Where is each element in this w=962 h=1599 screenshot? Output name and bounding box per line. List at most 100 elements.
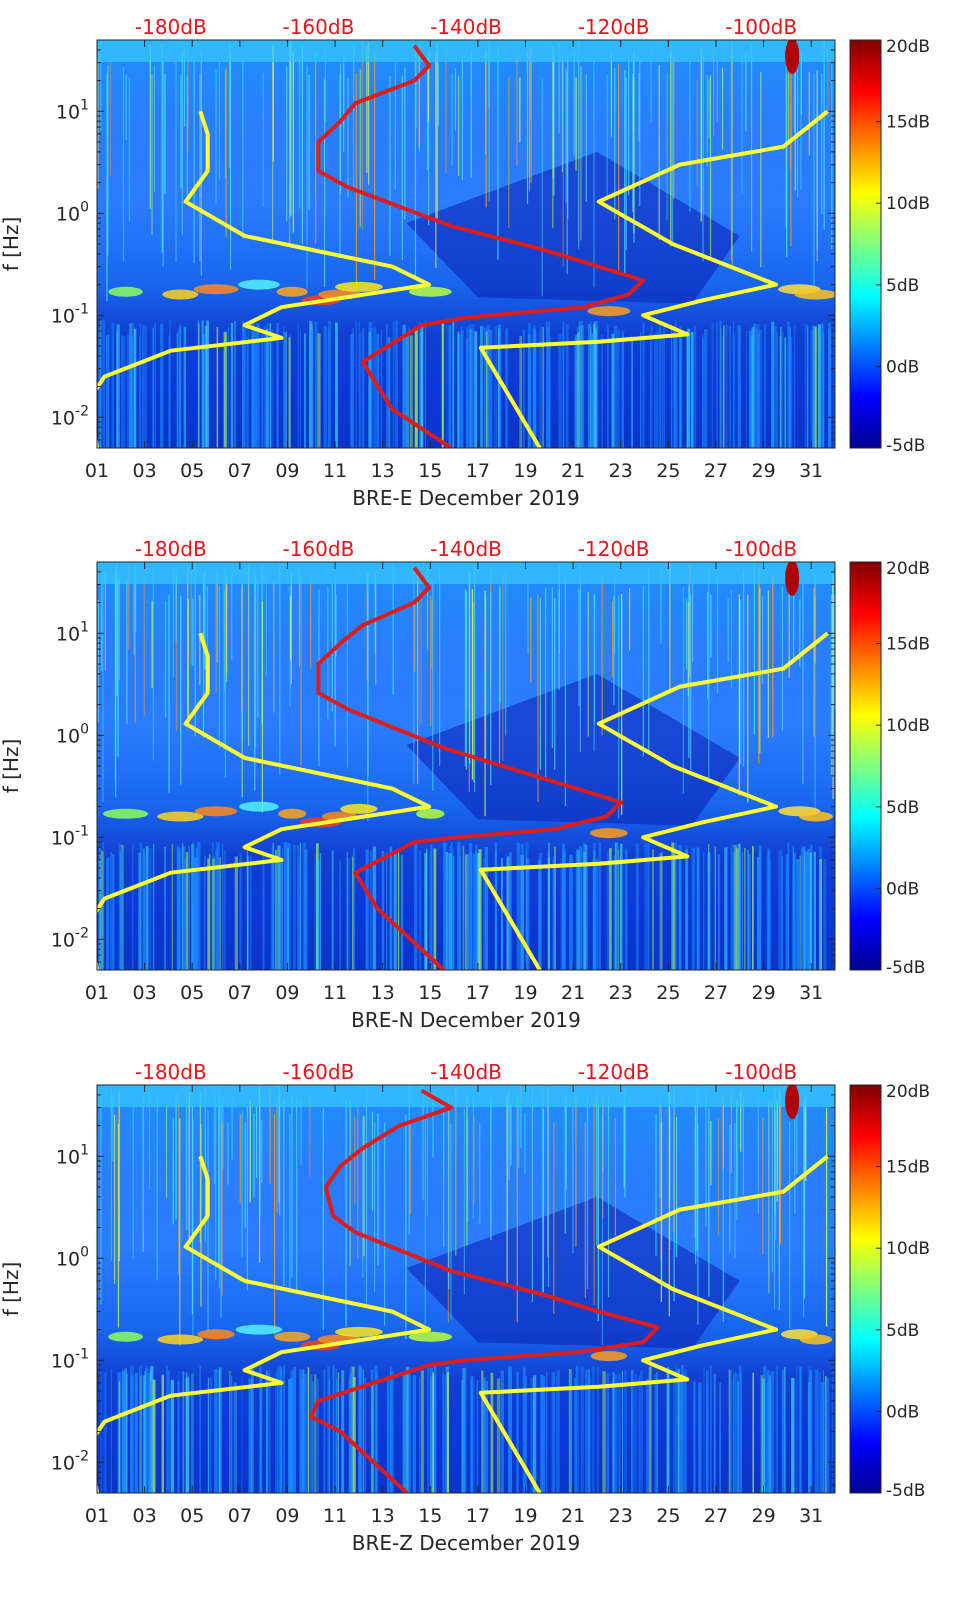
- spectrogram-stripe: [246, 336, 249, 448]
- spectrogram-stripe: [532, 332, 536, 448]
- x-tick-label: 05: [180, 982, 204, 1004]
- spectrogram-streak: [223, 589, 226, 692]
- spectrogram-streak: [143, 578, 145, 716]
- spectrogram-stripe: [569, 854, 573, 970]
- x-tick-label: 31: [799, 982, 823, 1004]
- spectrogram-streak: [420, 589, 422, 725]
- spectrogram-stripe: [448, 325, 452, 448]
- spectrogram-streak: [716, 61, 718, 122]
- spectrogram-streak: [730, 589, 733, 689]
- microseism-blob: [334, 1326, 383, 1337]
- spectrogram-streak: [830, 594, 833, 777]
- spectrogram-stripe: [808, 1376, 811, 1493]
- spectrogram-streak: [545, 587, 547, 779]
- spectrogram-stripe: [118, 1381, 121, 1493]
- spectrogram-streak: [401, 75, 403, 261]
- spectrogram-streak: [128, 77, 131, 222]
- spectrogram-stripe: [481, 1377, 484, 1493]
- spectrogram-streak: [432, 1094, 434, 1158]
- spectrogram-stripe: [99, 849, 102, 970]
- spectrogram-streak: [625, 78, 627, 251]
- spectrogram-stripe: [819, 859, 823, 970]
- spectrogram-streak: [710, 1120, 712, 1186]
- spectrogram-stripe: [392, 320, 395, 448]
- spectrogram-stripe: [327, 1366, 330, 1493]
- spectrogram-stripe: [817, 324, 821, 448]
- spectrogram-streak: [794, 1119, 796, 1214]
- spectrogram-stripe: [673, 330, 676, 448]
- spectrogram-stripe: [199, 1366, 201, 1493]
- top-db-label: -100dB: [725, 537, 797, 561]
- spectrogram-stripe: [752, 846, 754, 970]
- spectrogram-stripe: [299, 329, 302, 448]
- colorbar-label: 15dB: [886, 1158, 930, 1178]
- spectrogram-stripe: [582, 851, 585, 970]
- spectrogram-stripe: [768, 859, 771, 970]
- spectrogram-streak: [796, 44, 799, 198]
- spectrogram-stripe: [667, 1369, 670, 1493]
- spectrogram-stripe: [469, 843, 473, 970]
- spectrogram-streak: [793, 570, 795, 662]
- spectrogram-streak: [418, 44, 421, 152]
- spectrogram-stripe: [365, 848, 369, 970]
- spectrogram-stripe: [620, 844, 622, 970]
- spectrogram-streak: [712, 43, 715, 136]
- spectrogram-stripe: [452, 320, 455, 448]
- spectrogram-stripe: [145, 1367, 148, 1493]
- spectrogram-streak: [666, 72, 668, 221]
- spectrogram-stripe: [270, 854, 274, 970]
- spectrogram-stripe: [145, 1365, 148, 1493]
- microseism-blob: [157, 1334, 204, 1345]
- spectrogram-stripe: [170, 1379, 174, 1493]
- spectrogram-streak: [156, 1092, 158, 1281]
- x-tick-label: 09: [275, 982, 299, 1004]
- spectrogram-streak: [688, 584, 690, 758]
- spectrogram-image: [97, 562, 835, 970]
- spectrogram-streak: [648, 567, 650, 754]
- spectrogram-streak: [706, 74, 708, 167]
- spectrogram-streak: [747, 594, 749, 803]
- spectrogram-streak: [601, 576, 603, 736]
- spectrogram-streak: [508, 1089, 510, 1181]
- spectrogram-stripe: [249, 1379, 253, 1493]
- spectrogram-stripe: [613, 855, 616, 970]
- spectrogram-stripe: [802, 846, 806, 970]
- spectrogram-stripe: [500, 857, 503, 970]
- spectrogram-streak: [642, 585, 644, 757]
- spectrogram-stripe: [418, 850, 422, 970]
- spectrogram-streak: [134, 582, 136, 724]
- spectrogram-stripe: [761, 1378, 765, 1493]
- spectrogram-streak: [100, 1095, 102, 1305]
- spectrogram-streak: [721, 67, 724, 150]
- spectrogram-stripe: [611, 333, 615, 448]
- spectrogram-streak: [426, 1096, 428, 1216]
- spectrogram-streak: [191, 1104, 194, 1314]
- colorbar-label: -5dB: [886, 958, 925, 978]
- spectrogram-stripe: [359, 1365, 363, 1493]
- spectrogram-stripe: [201, 320, 204, 448]
- spectrogram-streak: [241, 1110, 243, 1258]
- x-tick-label: 25: [656, 460, 680, 482]
- spectrogram-streak: [594, 593, 596, 723]
- spectrogram-streak: [133, 566, 135, 655]
- spectrogram-stripe: [393, 852, 398, 970]
- spectrogram-streak: [357, 1104, 359, 1259]
- spectrogram-streak: [186, 75, 188, 200]
- spectrogram-streak: [451, 73, 453, 166]
- spectrogram-stripe: [425, 321, 427, 448]
- spectrogram-streak: [345, 1098, 347, 1327]
- spectrogram-streak: [558, 41, 560, 134]
- spectrogram-streak: [216, 571, 218, 664]
- spectrogram-stripe: [725, 324, 728, 448]
- spectrogram-stripe: [140, 323, 142, 448]
- spectrogram-streak: [573, 51, 575, 157]
- spectrogram-stripe: [276, 322, 279, 448]
- spectrogram-streak: [580, 66, 582, 241]
- spectrogram-stripe: [289, 1379, 292, 1493]
- spectrogram-stripe: [574, 1377, 576, 1493]
- spectrogram-streak: [290, 41, 292, 216]
- spectrogram-stripe: [654, 333, 657, 448]
- spectrogram-stripe: [807, 848, 810, 970]
- spectrogram-streak: [439, 569, 441, 766]
- spectrogram-stripe: [406, 1367, 410, 1493]
